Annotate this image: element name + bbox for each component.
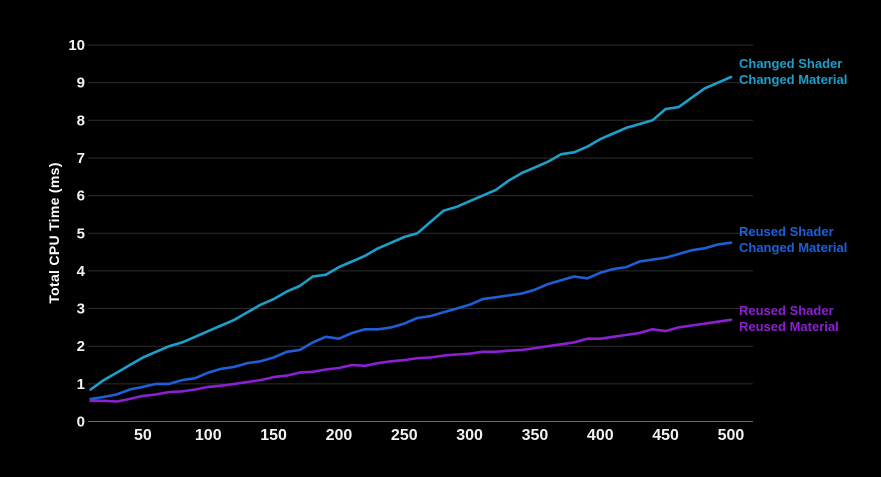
x-tick-label: 50	[134, 427, 152, 444]
series-line-2	[89, 318, 733, 403]
x-tick-label: 100	[195, 427, 222, 444]
y-tick-label: 10	[68, 37, 85, 54]
legend-reused-shader-reused-material: Reused Shader Reused Material	[739, 303, 839, 335]
y-tick-label: 5	[77, 225, 85, 242]
x-tick-label: 450	[652, 427, 679, 444]
legend-line-1: Reused Shader	[739, 303, 834, 318]
y-tick-label: 7	[77, 150, 85, 167]
legend-line-2: Changed Material	[739, 72, 848, 87]
y-tick-label: 8	[77, 112, 85, 129]
y-tick-label: 9	[77, 75, 85, 92]
y-tick-label: 2	[77, 338, 85, 355]
legend-changed-shader-changed-material: Changed Shader Changed Material	[739, 56, 847, 88]
series-line-1	[89, 241, 733, 401]
legend-reused-shader-changed-material: Reused Shader Changed Material	[739, 224, 847, 256]
x-tick-label: 400	[587, 427, 614, 444]
legend-line-2: Changed Material	[739, 240, 848, 255]
x-tick-label: 300	[456, 427, 483, 444]
legend-line-1: Reused Shader	[739, 224, 834, 239]
y-tick-label: 6	[77, 188, 85, 205]
y-tick-label: 1	[77, 376, 85, 393]
x-tick-label: 250	[391, 427, 418, 444]
y-tick-label: 4	[77, 263, 86, 280]
x-tick-label: 200	[326, 427, 353, 444]
x-tick-label: 500	[718, 427, 745, 444]
legend-line-1: Changed Shader	[739, 56, 843, 71]
series-line-0	[89, 75, 733, 391]
y-axis-title: Total CPU Time (ms)	[46, 162, 62, 304]
x-tick-label: 150	[260, 427, 287, 444]
y-tick-label: 3	[77, 301, 85, 318]
legend-line-2: Reused Material	[739, 319, 839, 334]
y-tick-label: 0	[77, 414, 85, 431]
x-tick-label: 350	[522, 427, 549, 444]
